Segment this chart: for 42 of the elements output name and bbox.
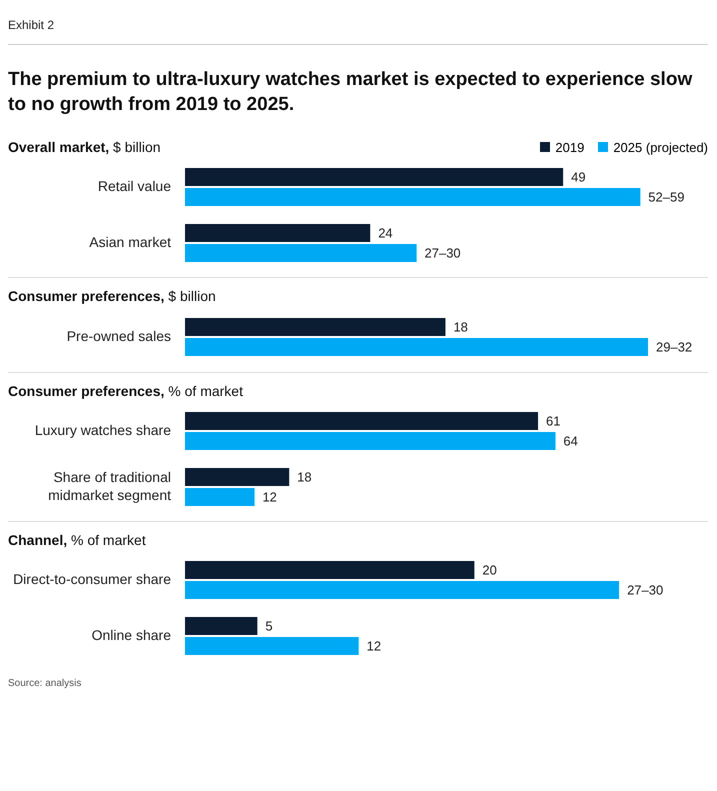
bar — [185, 168, 564, 186]
legend-label: 2019 — [554, 140, 584, 154]
bar — [185, 224, 370, 242]
bar — [185, 617, 258, 635]
data-label: 64 — [563, 434, 578, 449]
data-label: 12 — [366, 638, 382, 654]
bar — [185, 432, 556, 450]
data-label: 12 — [262, 490, 277, 505]
data-label: 18 — [453, 320, 468, 335]
y-tick-label: Pre-owned sales — [66, 328, 171, 344]
data-label: 49 — [571, 170, 586, 185]
data-label: 61 — [546, 414, 561, 429]
y-axis-title: Consumer preferences, $ billion — [8, 288, 216, 304]
chart-title: The premium to ultra-luxury watches market is expected to experience slow to no growth from 2019 to 2025. — [8, 68, 694, 117]
y-axis-title: Consumer preferences, % of market — [8, 383, 243, 399]
source-note: Source: analysis — [8, 678, 82, 689]
bar — [185, 244, 416, 262]
data-label: 27–30 — [627, 582, 664, 598]
bar — [185, 412, 538, 430]
y-tick-label: Luxury watches share — [34, 422, 172, 438]
y-tick-label: Retail value — [98, 178, 172, 194]
bar — [185, 561, 474, 579]
bar — [185, 488, 254, 506]
y-tick-label: Asian market — [89, 234, 172, 250]
text: Exhibit 2 — [8, 18, 708, 45]
y-tick-label: Online share — [92, 626, 172, 643]
legend-label: 2025 (projected) — [612, 140, 708, 154]
bar — [185, 188, 640, 206]
y-tick-label: Share of traditional midmarket segment — [48, 468, 172, 503]
data-label: 20 — [482, 562, 497, 578]
data-label: 18 — [297, 470, 312, 485]
bar — [185, 468, 290, 486]
data-label: 24 — [378, 226, 393, 241]
bar — [185, 637, 359, 655]
data-label: 29–32 — [656, 340, 692, 355]
y-axis-title: Overall market, $ billion — [8, 139, 161, 155]
data-label: 5 — [265, 618, 273, 634]
data-label: 52–59 — [648, 190, 684, 205]
data-label: 27–30 — [424, 246, 461, 261]
bar — [185, 581, 620, 599]
y-axis-title: Channel, % of market — [8, 532, 146, 548]
y-tick-label: Direct-to-consumer share — [13, 570, 172, 587]
